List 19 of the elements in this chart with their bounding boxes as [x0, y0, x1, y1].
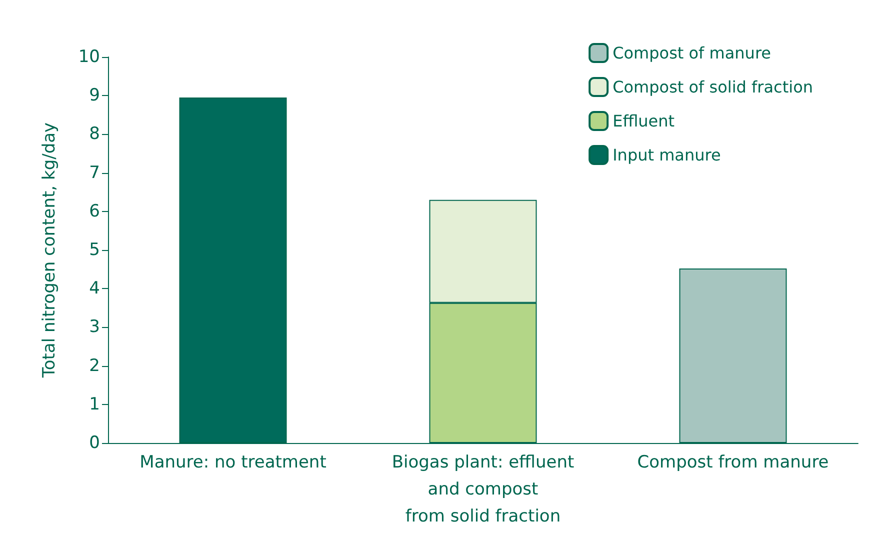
y-tick-label: 9 [89, 86, 100, 106]
x-tick-label: Manure: no treatment [140, 452, 327, 472]
legend-label: Input manure [612, 146, 721, 164]
x-tick-label: Compost from manure [637, 452, 829, 472]
y-tick-label: 0 [89, 433, 100, 453]
y-tick-label: 2 [89, 356, 100, 376]
y-tick-label: 1 [89, 394, 100, 414]
legend-label: Compost of manure [612, 44, 772, 62]
y-tick-label: 6 [89, 201, 100, 222]
y-tick-label: 10 [78, 47, 100, 67]
legend-label: Compost of solid fraction [612, 78, 814, 96]
legend-label: Effluent [612, 112, 675, 130]
y-tick-label: 5 [89, 240, 100, 260]
y-tick-label: 7 [89, 162, 100, 183]
y-tick-label: 8 [89, 124, 100, 144]
x-tick-label: Biogas plant: effluent and compost from solid fraction [392, 452, 574, 526]
y-tick-label: 3 [89, 317, 100, 338]
y-tick-label: 4 [89, 278, 100, 299]
y-axis-title: Total nitrogen content, kg/day [40, 122, 60, 379]
